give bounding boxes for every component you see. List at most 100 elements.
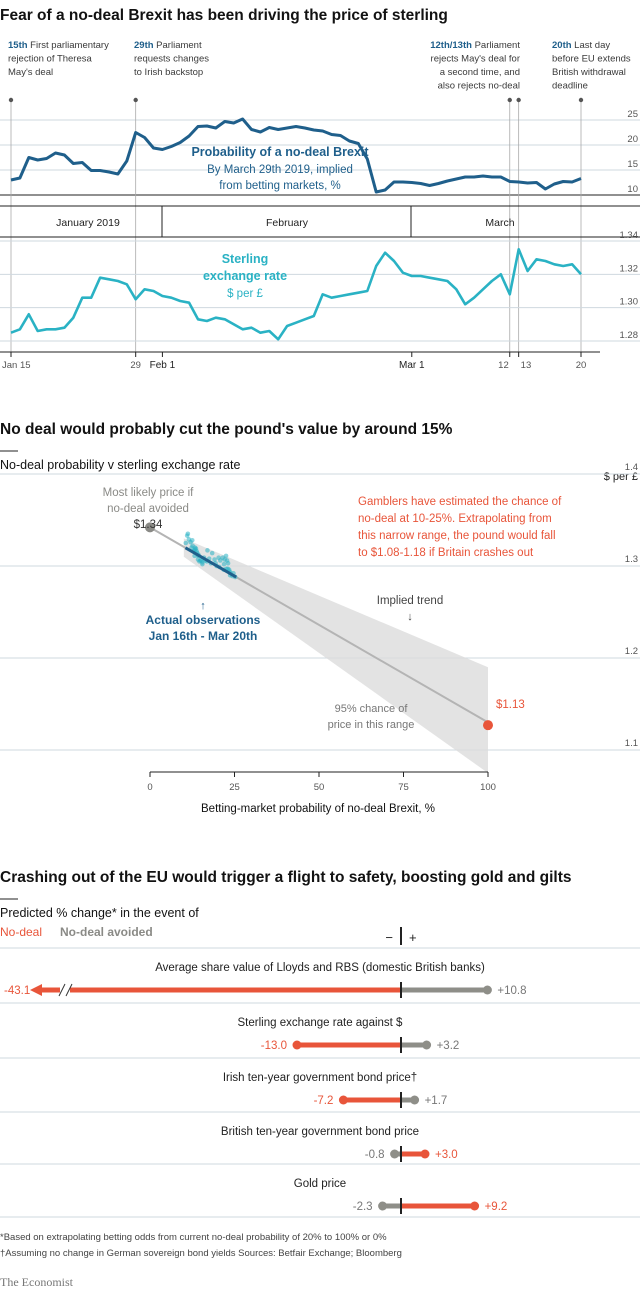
avoided-dot — [410, 1095, 420, 1105]
observation-point — [221, 561, 227, 567]
fx-y-tick: 1.28 — [620, 330, 639, 341]
fx-y-tick: 1.30 — [620, 297, 639, 308]
fx-y-tick: 1.32 — [620, 263, 639, 274]
brand-logo: The Economist — [0, 1275, 74, 1289]
footnote-2: †Assuming no change in German sovereign … — [0, 1248, 402, 1259]
event-date: 29th — [134, 40, 154, 51]
event-annotation-line: British withdrawal — [552, 67, 626, 78]
chart2-x-ticks: 0 25 50 75 100 — [147, 772, 496, 793]
event-annotation-line: 29th Parliament — [134, 40, 202, 51]
likely-value: $1.34 — [134, 519, 163, 531]
chart1-grid — [0, 119, 640, 196]
gamblers-note-4: to $1.08-1.18 if Britain crashes out — [358, 547, 534, 559]
event-date: 15th — [8, 40, 28, 51]
fx-x-tick-label: Feb 1 — [150, 360, 176, 371]
prob-y-tick: 10 — [627, 184, 638, 195]
fx-series-unit: $ per £ — [227, 288, 263, 300]
axis-break-mark — [65, 983, 73, 997]
fx-y-ticks: 1.28 1.30 1.32 1.34 — [620, 230, 639, 341]
obs-label-2: Jan 16th - Mar 20th — [149, 629, 258, 643]
event-text: Last day — [572, 40, 611, 51]
event-annotation-line: before EU extends — [552, 54, 631, 65]
observation-point — [205, 548, 210, 553]
chart2-x-tick-label: 25 — [229, 782, 240, 793]
prob-y-tick: 25 — [627, 109, 638, 120]
gamblers-note-3: this narrow range, the pound would fall — [358, 530, 556, 542]
chart2-y-tick: 1.2 — [625, 646, 638, 657]
observation-point — [209, 550, 215, 556]
no-deal-dot — [338, 1095, 348, 1105]
no-deal-value: +3.0 — [435, 1149, 458, 1161]
plus-sign: + — [409, 930, 417, 945]
event-date: 20th — [552, 40, 572, 51]
chart2-x-tick-label: 0 — [147, 782, 152, 793]
event-text: Parliament — [472, 40, 520, 51]
no-deal-value: -7.2 — [314, 1095, 334, 1107]
chart1-title: Fear of a no-deal Brexit has been drivin… — [0, 7, 448, 24]
event-annotation-line: a second time, and — [440, 67, 520, 78]
fx-x-tick-label: 20 — [576, 360, 587, 371]
observation-point — [185, 531, 191, 537]
chart2-y-ticks: 1.1 1.2 1.3 1.4 — [625, 462, 638, 749]
event-annotation-line: to Irish backstop — [134, 67, 203, 78]
obs-arrow: ↑ — [200, 600, 206, 612]
band-label-2: price in this range — [328, 719, 415, 731]
bar-row: British ten-year government bond price +3… — [0, 1111, 640, 1162]
event-annotation-line: May's deal — [8, 67, 53, 78]
fx-x-tick-label: Mar 1 — [399, 360, 425, 371]
no-deal-dot — [292, 1040, 302, 1050]
chart2-x-tick-label: 75 — [398, 782, 409, 793]
row-label: Average share value of Lloyds and RBS (d… — [155, 962, 485, 974]
month-label-mar: March — [485, 217, 514, 229]
prob-y-tick: 20 — [627, 134, 638, 145]
gamblers-note-2: no-deal at 10-25%. Extrapolating from — [358, 513, 552, 525]
chart2-title: No deal would probably cut the pound's v… — [0, 421, 453, 438]
observed-fit-line — [184, 546, 237, 579]
bar-row: Average share value of Lloyds and RBS (d… — [0, 947, 640, 998]
prob-y-ticks: 10 15 20 25 — [627, 109, 638, 195]
no-deal-dot — [420, 1149, 430, 1159]
bar-row: Sterling exchange rate against $ -13.0 +3.… — [0, 1002, 640, 1053]
event-dot — [578, 97, 584, 103]
fx-x-tick-label: 12 — [498, 360, 509, 371]
axis-break-gap — [60, 982, 70, 998]
row-label: British ten-year government bond price — [221, 1126, 419, 1138]
observation-point — [225, 560, 231, 566]
bar-rows: Average share value of Lloyds and RBS (d… — [0, 947, 640, 1218]
no-deal-dot — [470, 1201, 480, 1211]
prob-series-label: Probability of a no-deal Brexit — [191, 145, 369, 159]
chart1-event-annotations: 15th First parliamentary rejection of The… — [8, 40, 631, 92]
minus-sign: − — [385, 930, 393, 945]
chart2-x-tick-label: 100 — [480, 782, 496, 793]
no-deal-value: +9.2 — [485, 1201, 508, 1213]
observation-point — [192, 545, 198, 550]
avoided-dot — [482, 985, 492, 995]
prob-series-line — [10, 117, 582, 194]
event-annotation-line: deadline — [552, 81, 588, 92]
no-deal-value: -43.1 — [4, 985, 30, 997]
bar-row: Gold price +9.2 -2.3 — [0, 1163, 640, 1214]
no-deal-value-label: $1.13 — [496, 699, 525, 711]
month-label-jan: January 2019 — [56, 217, 120, 229]
avoided-value: -0.8 — [365, 1149, 385, 1161]
likely-label-2: no-deal avoided — [107, 503, 189, 515]
event-dot — [516, 97, 521, 103]
footnote-1: *Based on extrapolating betting odds fro… — [0, 1232, 387, 1243]
chart3-title: Crashing out of the EU would trigger a f… — [0, 869, 571, 886]
avoided-value: +1.7 — [425, 1095, 448, 1107]
gamblers-note-1: Gamblers have estimated the chance of — [358, 496, 562, 508]
event-text: First parliamentary — [28, 40, 110, 51]
fx-x-tick-label: Jan 15 — [2, 360, 31, 371]
avoided-dot — [422, 1040, 432, 1050]
band-label-1: 95% chance of — [335, 703, 409, 715]
avoided-value: +3.2 — [437, 1040, 460, 1052]
event-annotation-line: 15th First parliamentary — [8, 40, 109, 51]
event-annotation-line: 12th/13th Parliament — [430, 40, 520, 51]
event-dot — [507, 97, 512, 103]
chart3-subtitle: Predicted % change* in the event of — [0, 906, 199, 920]
row-label: Irish ten-year government bond price† — [223, 1072, 417, 1084]
chart2-y-tick: 1.3 — [625, 554, 638, 565]
observation-point — [212, 557, 217, 562]
fx-x-ticks: Jan 15 29 Feb 1 Mar 1 12 13 20 — [2, 352, 586, 371]
